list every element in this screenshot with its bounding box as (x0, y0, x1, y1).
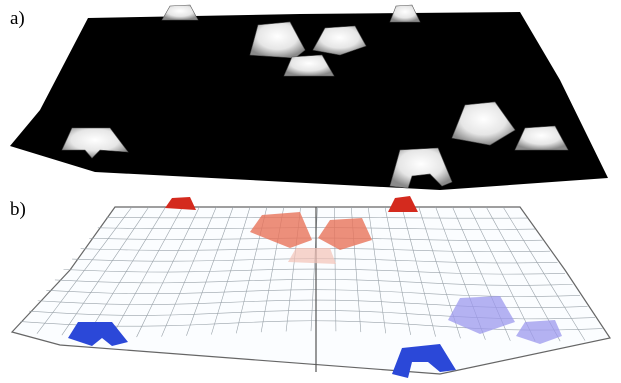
blob-red (388, 196, 418, 212)
bump (451, 101, 516, 146)
blob-purple (516, 320, 562, 344)
dark-surface (10, 12, 608, 190)
surface-grid (20, 206, 603, 342)
bump (389, 4, 421, 23)
bumps-a (61, 4, 569, 189)
bump (249, 21, 306, 59)
blob-blue (392, 344, 456, 378)
bump (312, 25, 367, 56)
panel-label: b) (10, 199, 26, 220)
blobs-b (68, 196, 562, 378)
grid-line (63, 268, 566, 275)
blob-salmon (250, 212, 312, 248)
grid-line (54, 279, 573, 286)
grid-line (46, 289, 581, 297)
blob-salmon (318, 218, 372, 250)
panel-label: a) (10, 8, 25, 29)
bump (389, 147, 453, 189)
blob-purple (448, 296, 515, 334)
bump (283, 54, 335, 77)
bump (61, 127, 129, 159)
grid-line (106, 217, 528, 219)
bump (514, 125, 569, 151)
grid-line (20, 320, 603, 331)
bump (161, 4, 199, 21)
grid-surface (10, 206, 611, 375)
blob-blue (68, 322, 128, 346)
blob-pink (288, 248, 336, 264)
blob-red (165, 197, 196, 210)
